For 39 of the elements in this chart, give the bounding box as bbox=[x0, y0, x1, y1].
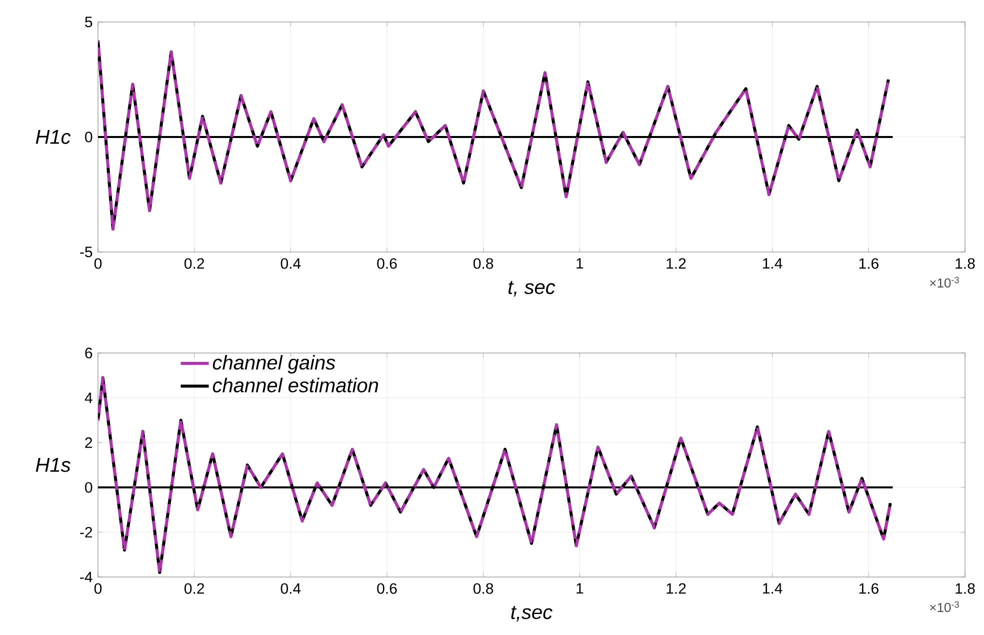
legend-label: channel estimation bbox=[212, 378, 378, 392]
x-tick-label: 1 bbox=[576, 258, 584, 269]
y-tick-label: 5 bbox=[85, 16, 92, 28]
x-tick-label: 0 bbox=[94, 583, 102, 594]
y-tick-label: 0 bbox=[85, 482, 92, 493]
line-series bbox=[98, 38, 890, 230]
y-tick-label: 6 bbox=[85, 348, 92, 358]
x-axis-title: t,sec bbox=[511, 606, 552, 622]
x-tick-label: 1.8 bbox=[956, 583, 975, 594]
line-series bbox=[98, 376, 892, 574]
x-tick-label: 0.4 bbox=[280, 583, 301, 594]
x-axis-title: t, sec bbox=[508, 281, 556, 296]
text: ×10$^{-3}$ bbox=[930, 276, 959, 288]
x-tick-label: 1.6 bbox=[859, 583, 878, 594]
x-tick-label: 0.6 bbox=[377, 258, 397, 269]
x-tick-label: 1.4 bbox=[763, 258, 782, 269]
y-tick-label: 0 bbox=[85, 132, 92, 142]
x-tick-label: 1.8 bbox=[956, 258, 975, 269]
x-tick-label: 1.6 bbox=[859, 258, 878, 269]
y-axis-title: H1s bbox=[36, 458, 70, 472]
x-tick-label: 0.2 bbox=[184, 258, 204, 269]
x-tick-label: 0 bbox=[94, 258, 102, 269]
y-tick-label: 2 bbox=[85, 437, 92, 448]
x-tick-label: 0.6 bbox=[377, 583, 397, 594]
x-tick-label: 1.2 bbox=[666, 583, 686, 594]
y-axis-title: H1c bbox=[36, 130, 71, 144]
y-tick-label: -2 bbox=[80, 526, 92, 538]
legend-label: channel gains bbox=[212, 354, 336, 374]
x-tick-label: 0.8 bbox=[473, 583, 494, 594]
y-tick-label: -5 bbox=[80, 246, 92, 258]
y-tick-label: 4 bbox=[84, 392, 92, 403]
x-tick-label: 1 bbox=[576, 583, 584, 594]
x-tick-label: 0.2 bbox=[184, 583, 204, 594]
x-tick-label: 1.2 bbox=[666, 258, 686, 269]
text: ×10$^{-3}$ bbox=[930, 601, 959, 612]
y-tick-label: -4 bbox=[80, 572, 92, 582]
x-tick-label: 0.8 bbox=[473, 258, 494, 269]
x-tick-label: 0.4 bbox=[280, 258, 301, 269]
x-tick-label: 1.4 bbox=[763, 583, 782, 594]
